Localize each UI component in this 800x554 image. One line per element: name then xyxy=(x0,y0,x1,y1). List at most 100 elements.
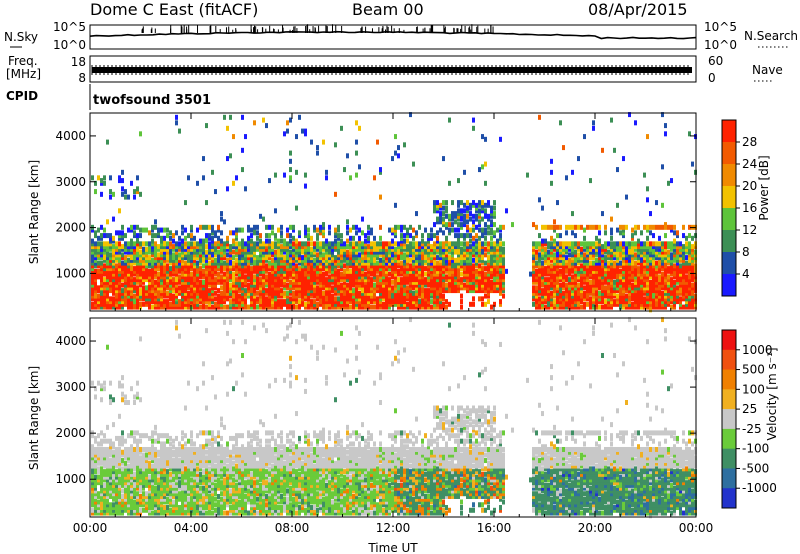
power-cell xyxy=(268,263,271,269)
power-cell xyxy=(394,274,397,280)
power-cell xyxy=(178,266,181,272)
power-cell xyxy=(490,244,493,250)
power-cell xyxy=(418,268,421,274)
power-cell xyxy=(631,255,634,261)
power-cell xyxy=(646,290,649,296)
power-cell xyxy=(112,290,115,296)
power-cell xyxy=(340,252,343,258)
power-cell xyxy=(577,290,580,296)
power-cell xyxy=(532,241,535,247)
power-cell xyxy=(181,268,184,274)
power-cell xyxy=(586,296,589,302)
power-cell xyxy=(538,296,541,302)
power-cell xyxy=(115,244,118,250)
power-cell xyxy=(655,274,658,280)
power-cell xyxy=(316,304,319,310)
power-cell xyxy=(391,274,394,280)
power-cell xyxy=(604,288,607,294)
power-cell xyxy=(271,282,274,288)
power-cell xyxy=(559,277,562,283)
power-cell xyxy=(496,244,499,250)
power-cell xyxy=(307,290,310,296)
power-cell xyxy=(556,293,559,299)
power-cell xyxy=(553,227,556,233)
power-cell xyxy=(112,296,115,302)
power-cell xyxy=(127,293,130,299)
power-cell xyxy=(673,266,676,272)
power-cell xyxy=(301,244,304,250)
power-cell xyxy=(292,255,295,261)
power-cell xyxy=(646,296,649,302)
power-cell xyxy=(325,285,328,291)
power-cell xyxy=(226,282,229,288)
power-cell xyxy=(496,246,499,252)
power-cell xyxy=(253,257,256,263)
power-cell xyxy=(418,274,421,280)
power-cell xyxy=(211,260,214,266)
power-cell xyxy=(187,304,190,310)
power-cell xyxy=(286,299,289,305)
power-cell xyxy=(139,290,142,296)
power-cell xyxy=(397,244,400,250)
power-cell xyxy=(415,211,418,217)
power-cell xyxy=(367,285,370,291)
power-cell xyxy=(340,246,343,252)
power-cell xyxy=(619,230,622,236)
power-cell xyxy=(127,288,130,294)
power-cell xyxy=(289,285,292,291)
power-cell xyxy=(646,255,649,261)
power-cell xyxy=(550,224,553,230)
power-cell xyxy=(634,290,637,296)
power-cell xyxy=(205,266,208,272)
power-cell xyxy=(457,288,460,294)
power-cell xyxy=(418,255,421,261)
power-cell xyxy=(475,277,478,283)
power-cell xyxy=(301,288,304,294)
power-cell xyxy=(646,304,649,310)
power-cell xyxy=(316,227,319,233)
power-cell xyxy=(94,288,97,294)
power-cell xyxy=(469,202,472,208)
power-cell xyxy=(241,271,244,277)
power-cell xyxy=(196,241,199,247)
power-cell xyxy=(502,277,505,283)
power-cell xyxy=(571,274,574,280)
power-cell xyxy=(127,301,130,307)
power-cell xyxy=(622,227,625,233)
power-cell xyxy=(115,293,118,299)
power-cell xyxy=(262,274,265,280)
power-cell xyxy=(397,249,400,255)
power-cell xyxy=(370,227,373,233)
power-cell xyxy=(403,263,406,269)
power-cell xyxy=(457,202,460,208)
power-cell xyxy=(439,288,442,294)
power-cell xyxy=(559,290,562,296)
power-cell xyxy=(559,271,562,277)
power-cell xyxy=(106,244,109,250)
power-cell xyxy=(97,249,100,255)
power-cell xyxy=(649,260,652,266)
power-cell xyxy=(550,299,553,305)
power-cell xyxy=(172,277,175,283)
power-cell xyxy=(112,249,115,255)
power-cell xyxy=(103,282,106,288)
power-cell xyxy=(466,227,469,233)
power-cell xyxy=(664,257,667,263)
power-cell xyxy=(124,282,127,288)
power-cell xyxy=(667,282,670,288)
power-cell xyxy=(502,288,505,294)
power-cell xyxy=(325,266,328,272)
power-cell xyxy=(220,279,223,285)
power-cell xyxy=(160,304,163,310)
power-cell xyxy=(547,257,550,263)
power-cell xyxy=(655,252,658,258)
power-cell xyxy=(277,274,280,280)
power-cell xyxy=(619,268,622,274)
power-cell xyxy=(376,279,379,285)
power-cell xyxy=(328,301,331,307)
power-cell xyxy=(211,235,214,241)
power-cell xyxy=(652,299,655,305)
power-cell xyxy=(664,268,667,274)
power-cell xyxy=(196,271,199,277)
power-cell xyxy=(259,255,262,261)
